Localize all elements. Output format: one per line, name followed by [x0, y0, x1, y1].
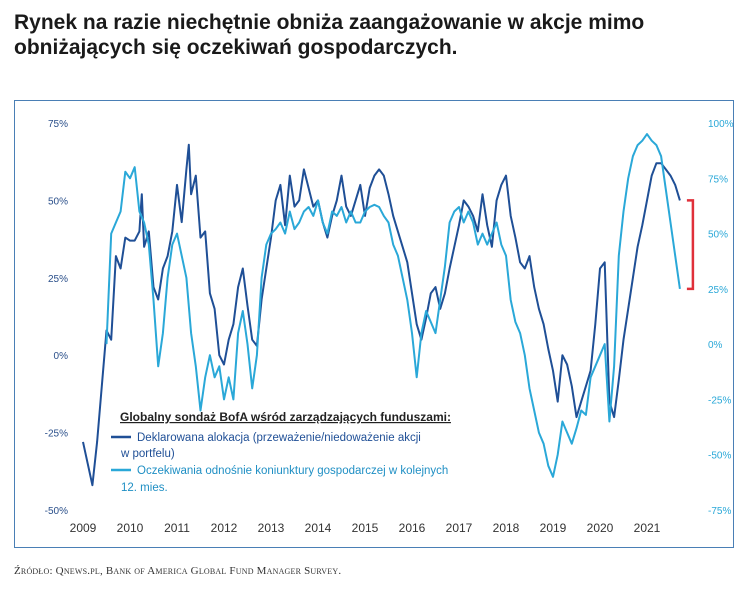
x-tick-label: 2012: [211, 521, 238, 535]
left-tick-label: -50%: [45, 506, 68, 517]
source-note: Źródło: Qnews.pl, Bank of America Global…: [14, 565, 342, 577]
chart-frame: [14, 100, 734, 548]
x-tick-label: 2010: [117, 521, 144, 535]
x-tick-label: 2015: [352, 521, 379, 535]
legend-label-allocation-cont: w portfelu): [120, 448, 175, 460]
left-tick-label: 25%: [48, 274, 68, 285]
chart-title: Rynek na razie niechętnie obniża zaangaż…: [14, 11, 645, 59]
series-line-allocation: [82, 143, 681, 487]
legend-label-allocation: Deklarowana alokacja (przeważenie/niedow…: [137, 432, 421, 444]
legend-title: Globalny sondaż BofA wśród zarządzającyc…: [120, 410, 451, 424]
x-tick-label: 2019: [540, 521, 567, 535]
divergence-bracket: [686, 199, 695, 291]
left-tick-label: -25%: [45, 429, 68, 440]
right-tick-label: 100%: [708, 119, 734, 130]
x-axis-ticks: 2009 2010 2011 2012 2013 2014 2015 2016 2017 2018…: [70, 521, 661, 535]
x-tick-label: 2020: [587, 521, 614, 535]
right-tick-label: 25%: [708, 285, 728, 296]
legend: Globalny sondaż BofA wśród zarządzającyc…: [111, 410, 451, 494]
legend-label-expectations-cont: 12. mies.: [121, 482, 168, 494]
right-axis-ticks: 100% 75% 50% 25% 0% -25% -50% -75%: [708, 119, 734, 517]
x-tick-label: 2021: [634, 521, 661, 535]
x-tick-label: 2018: [493, 521, 520, 535]
right-tick-label: -25%: [708, 395, 731, 406]
right-tick-label: 75%: [708, 174, 728, 185]
left-axis-ticks: 75% 50% 25% 0% -25% -50%: [45, 119, 68, 517]
right-tick-label: 50%: [708, 230, 728, 241]
legend-label-expectations: Oczekiwania odnośnie koniunktury gospoda…: [137, 465, 448, 477]
right-tick-label: -75%: [708, 506, 731, 517]
series-line-expectations: [105, 133, 681, 478]
x-tick-label: 2017: [446, 521, 473, 535]
right-tick-label: -50%: [708, 451, 731, 462]
x-tick-label: 2014: [305, 521, 332, 535]
left-tick-label: 50%: [48, 196, 68, 207]
x-tick-label: 2013: [258, 521, 285, 535]
left-tick-label: 0%: [54, 351, 69, 362]
x-tick-label: 2009: [70, 521, 97, 535]
right-tick-label: 0%: [708, 340, 723, 351]
left-tick-label: 75%: [48, 119, 68, 130]
x-tick-label: 2011: [164, 521, 190, 535]
x-tick-label: 2016: [399, 521, 426, 535]
